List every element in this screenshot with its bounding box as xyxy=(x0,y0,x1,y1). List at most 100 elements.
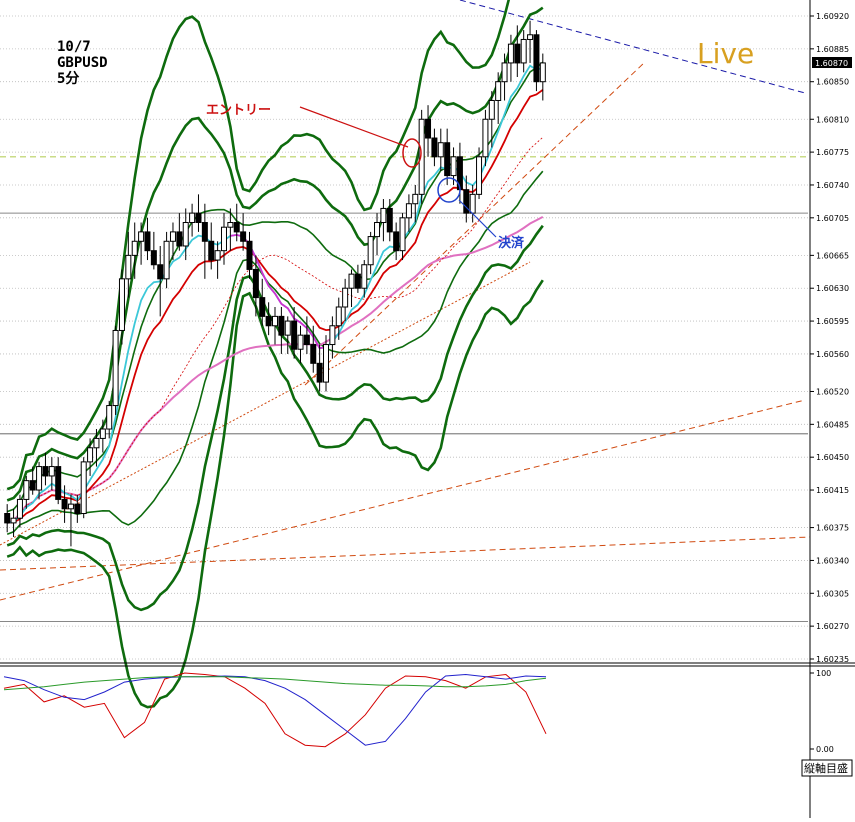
candle-up xyxy=(23,480,30,500)
candle-down xyxy=(463,189,470,214)
candle-up xyxy=(93,437,100,449)
entry-label: エントリー xyxy=(206,103,271,118)
candle-up xyxy=(138,231,145,242)
ma-mid-dotted-line xyxy=(7,137,544,524)
trend-line xyxy=(0,261,531,546)
candle-down xyxy=(55,466,62,500)
candle-down xyxy=(431,137,438,158)
candle-up xyxy=(99,428,106,439)
timeframe-label: 5分 xyxy=(57,71,79,87)
oscillator-lines xyxy=(3,672,547,748)
price-tick-label: 1.60415 xyxy=(816,486,849,495)
candle-down xyxy=(233,222,240,233)
candle-up xyxy=(220,226,227,252)
osc-scale-button-label: 縦軸目盛 xyxy=(804,761,848,775)
candle-down xyxy=(4,513,11,524)
oscillator-line xyxy=(3,673,547,746)
candle-up xyxy=(437,142,444,158)
price-tick-label: 1.60450 xyxy=(816,453,849,462)
current-price-marker: 1.60870 xyxy=(812,57,852,68)
candle-down xyxy=(240,231,247,242)
candle-up xyxy=(367,236,374,266)
candle-down xyxy=(195,212,202,224)
candle-up xyxy=(214,250,221,261)
price-tick-label: 1.60340 xyxy=(816,556,849,565)
candle-up xyxy=(106,405,113,430)
candle-up xyxy=(399,217,406,252)
oscillator-line xyxy=(3,672,547,748)
grid-lines xyxy=(0,15,808,660)
candle-up xyxy=(284,320,291,336)
candle-down xyxy=(533,34,540,83)
candle-down xyxy=(201,222,208,242)
price-tick-labels: 1.60920 1.60885 1.60850 1.60810 1.60775 1.607… xyxy=(810,12,849,664)
candle-down xyxy=(61,498,68,510)
candle-down xyxy=(425,118,432,139)
candle-down xyxy=(278,315,285,336)
candle-down xyxy=(144,231,151,252)
price-tick-label: 1.60775 xyxy=(816,148,849,157)
candle-up xyxy=(80,461,87,515)
ma-red-line xyxy=(7,89,544,524)
osc-scale-button[interactable]: 縦軸目盛 xyxy=(801,759,853,777)
price-tick-label: 1.60705 xyxy=(816,214,849,223)
candle-up xyxy=(36,466,43,491)
candle-up xyxy=(539,62,546,83)
candle-up xyxy=(488,99,495,120)
price-tick-label: 1.60270 xyxy=(816,622,849,631)
candle-down xyxy=(310,344,317,364)
candle-up xyxy=(507,43,514,64)
candle-down xyxy=(386,207,393,233)
candle-up xyxy=(501,62,508,83)
candle-up xyxy=(374,222,381,238)
price-tick-label: 1.60885 xyxy=(816,45,849,54)
candle-up xyxy=(482,118,489,158)
candle-down xyxy=(29,480,36,491)
oscillator-line xyxy=(3,676,547,691)
candle-up xyxy=(450,156,457,177)
candle-up xyxy=(495,81,502,101)
candle-up xyxy=(476,156,483,195)
candle-down xyxy=(176,231,183,247)
candle-down xyxy=(444,142,451,177)
candlesticks xyxy=(4,20,546,547)
candle-up xyxy=(112,329,119,407)
bollinger-band-line xyxy=(6,0,510,491)
candle-down xyxy=(316,362,323,383)
candle-down xyxy=(42,466,49,477)
price-tick-label: 1.60520 xyxy=(816,387,849,396)
candle-down xyxy=(252,268,259,299)
candle-up xyxy=(297,334,304,350)
candle-up xyxy=(335,306,342,327)
entry-annotation: エントリー xyxy=(206,103,422,168)
candle-down xyxy=(150,250,157,266)
date-label: 10/7 xyxy=(57,39,91,55)
candle-up xyxy=(189,212,196,224)
candle-up xyxy=(272,315,278,327)
exit-pointer-line xyxy=(458,199,497,238)
candle-down xyxy=(265,315,272,327)
osc-tick-label: 100 xyxy=(816,669,831,678)
candle-up xyxy=(520,38,527,64)
entry-pointer-line xyxy=(299,106,409,148)
price-tick-label: 1.60485 xyxy=(816,420,849,429)
candle-up xyxy=(348,273,355,289)
price-tick-label: 1.60375 xyxy=(816,524,849,533)
candle-up xyxy=(380,207,387,224)
price-tick-label: 1.60305 xyxy=(816,589,849,598)
candle-down xyxy=(354,273,361,289)
candle-up xyxy=(342,287,349,308)
candle-down xyxy=(303,334,310,346)
price-tick-label: 1.60630 xyxy=(816,284,849,293)
price-tick-label: 1.60595 xyxy=(816,317,849,326)
candle-up xyxy=(48,466,55,477)
live-label: Live xyxy=(697,37,754,70)
trend-line xyxy=(304,61,646,386)
candle-down xyxy=(393,231,400,252)
price-tick-label: 1.60920 xyxy=(816,12,849,21)
entry-circle xyxy=(402,138,422,168)
candle-up xyxy=(227,222,234,228)
candle-up xyxy=(118,278,125,331)
